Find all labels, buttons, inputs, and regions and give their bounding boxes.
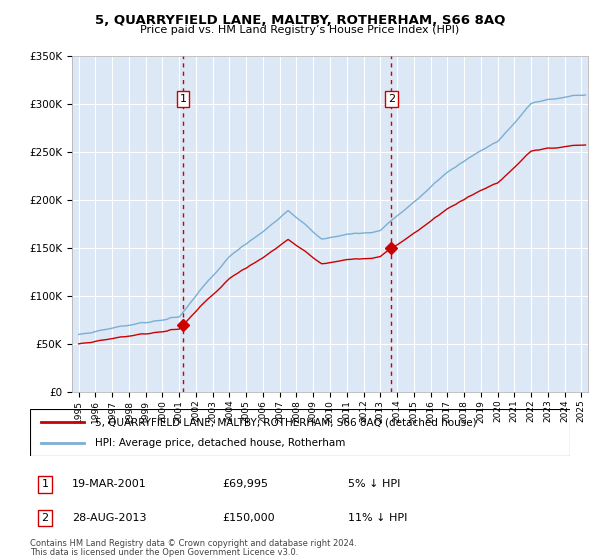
Text: Price paid vs. HM Land Registry’s House Price Index (HPI): Price paid vs. HM Land Registry’s House … [140, 25, 460, 35]
Text: This data is licensed under the Open Government Licence v3.0.: This data is licensed under the Open Gov… [30, 548, 298, 557]
Text: 19-MAR-2001: 19-MAR-2001 [72, 479, 147, 489]
Text: 1: 1 [179, 94, 187, 104]
Text: 1: 1 [41, 479, 49, 489]
Text: Contains HM Land Registry data © Crown copyright and database right 2024.: Contains HM Land Registry data © Crown c… [30, 539, 356, 548]
Text: £69,995: £69,995 [222, 479, 268, 489]
Text: 5% ↓ HPI: 5% ↓ HPI [348, 479, 400, 489]
Text: £150,000: £150,000 [222, 513, 275, 523]
Text: 28-AUG-2013: 28-AUG-2013 [72, 513, 146, 523]
Text: 2: 2 [388, 94, 395, 104]
Text: HPI: Average price, detached house, Rotherham: HPI: Average price, detached house, Roth… [95, 438, 345, 448]
Text: 2: 2 [41, 513, 49, 523]
Text: 5, QUARRYFIELD LANE, MALTBY, ROTHERHAM, S66 8AQ: 5, QUARRYFIELD LANE, MALTBY, ROTHERHAM, … [95, 14, 505, 27]
Text: 11% ↓ HPI: 11% ↓ HPI [348, 513, 407, 523]
Text: 5, QUARRYFIELD LANE, MALTBY, ROTHERHAM, S66 8AQ (detached house): 5, QUARRYFIELD LANE, MALTBY, ROTHERHAM, … [95, 417, 476, 427]
